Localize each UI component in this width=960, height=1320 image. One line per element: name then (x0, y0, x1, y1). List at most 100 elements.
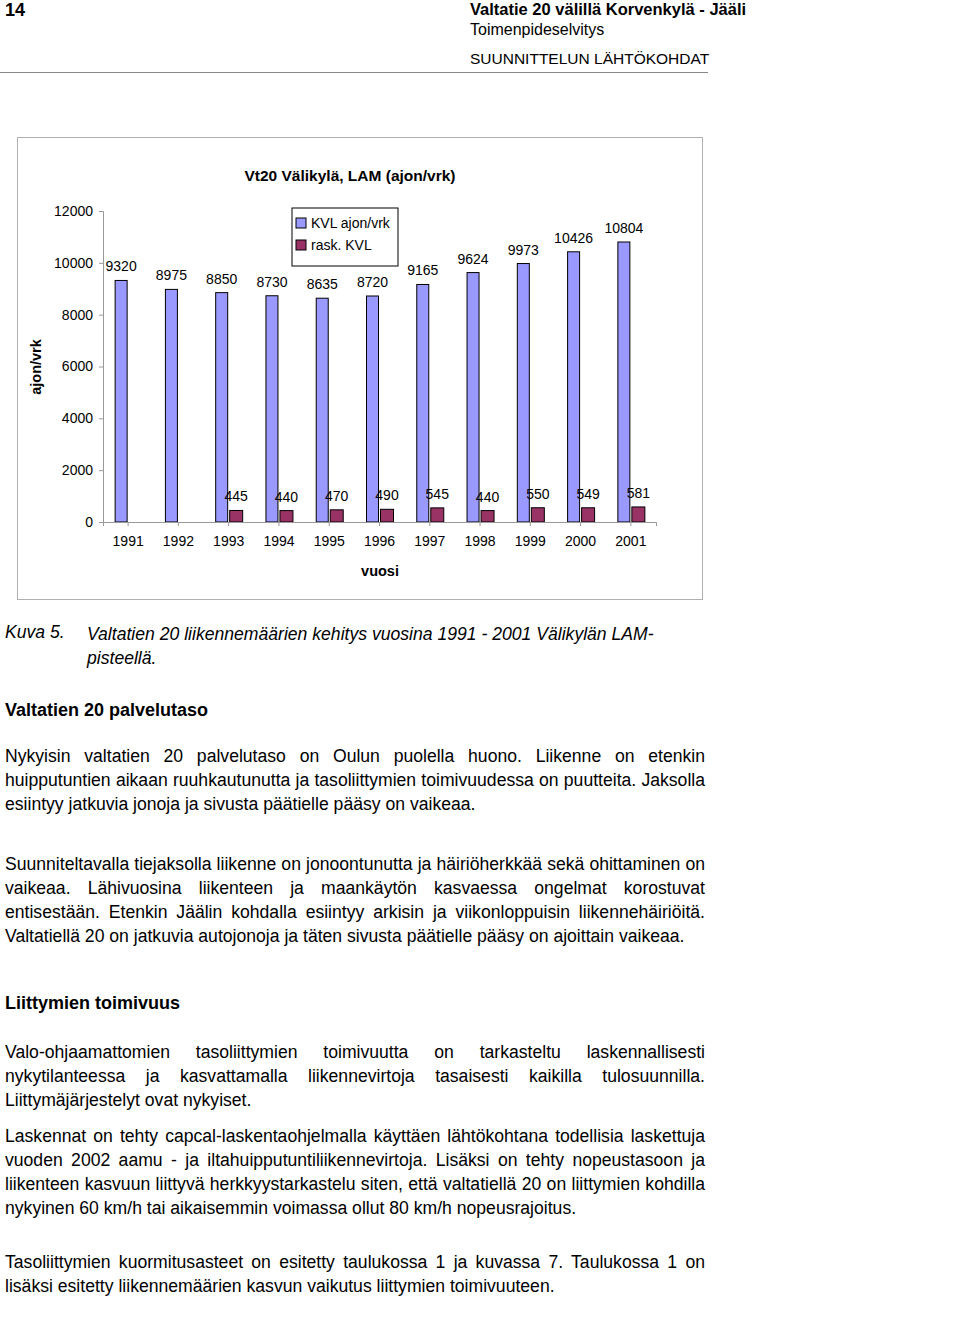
data-label: 440 (476, 489, 500, 505)
x-tick: 1994 (263, 522, 294, 549)
bar (165, 289, 177, 522)
header-rule (0, 72, 708, 73)
bar (582, 508, 595, 522)
tick-label: 2000 (62, 462, 93, 478)
chart-frame (18, 138, 703, 600)
paragraph: Suunniteltavalla tiejaksolla liikenne on… (5, 852, 705, 948)
bar (618, 242, 630, 522)
x-tick: 1998 (464, 522, 495, 549)
y-tick: 6000 (62, 358, 103, 374)
tick-label: 2001 (615, 533, 646, 549)
data-label: 9973 (508, 242, 539, 258)
x-tick: 1995 (314, 522, 345, 549)
tick-mark (99, 418, 103, 419)
bar (330, 510, 343, 522)
tick-label: 1992 (163, 533, 194, 549)
y-axis: 0 2000 4000 6000 8000 10000 12000 (54, 203, 103, 530)
data-label: 549 (576, 486, 600, 502)
legend-swatch (296, 240, 306, 250)
bar (531, 508, 544, 522)
tick-mark (99, 211, 103, 212)
data-label: 9165 (407, 262, 438, 278)
bar (481, 511, 494, 522)
tick-label: 10000 (54, 255, 93, 271)
tick-mark (429, 522, 430, 526)
bar (431, 508, 444, 522)
bar (280, 511, 293, 522)
data-label: 550 (526, 486, 550, 502)
tick-mark (530, 522, 531, 526)
y-axis-title: ajon/vrk (28, 338, 44, 395)
tick-mark (99, 315, 103, 316)
x-tick: 1999 (515, 522, 546, 549)
x-tick: 1991 (113, 522, 144, 549)
x-axis-title: vuosi (361, 563, 399, 579)
data-label: 8720 (357, 274, 388, 290)
tick-mark (99, 367, 103, 368)
tick-mark (228, 522, 229, 526)
section-heading: Valtatien 20 palvelutaso (5, 700, 208, 721)
tick-label: 1998 (464, 533, 495, 549)
caption-text: Valtatien 20 liikennemäärien kehitys vuo… (87, 622, 712, 670)
bar (568, 252, 580, 522)
bars (115, 242, 645, 522)
y-tick: 4000 (62, 410, 103, 426)
bar (632, 507, 645, 522)
data-label: 9624 (457, 251, 488, 267)
data-label: 581 (627, 485, 651, 501)
header-section: SUUNNITTELUN LÄHTÖKOHDAT (470, 50, 709, 68)
page-number: 14 (5, 0, 25, 21)
data-label: 9320 (106, 258, 137, 274)
tick-mark (329, 522, 330, 526)
tick-mark (480, 522, 481, 526)
y-tick: 8000 (62, 307, 103, 323)
legend: KVL ajon/vrkrask. KVL (292, 208, 398, 266)
section-heading: Liittymien toimivuus (5, 993, 180, 1014)
legend-label: rask. KVL (311, 237, 372, 253)
legend-box (292, 208, 398, 266)
y-tick: 12000 (54, 203, 103, 219)
tick-label: 2000 (565, 533, 596, 549)
data-label: 440 (275, 489, 299, 505)
paragraph: Tasoliittymien kuormitusasteet on esitet… (5, 1250, 705, 1298)
y-tick: 0 (85, 514, 103, 530)
x-tick: 2001 (615, 522, 646, 549)
tick-label: 6000 (62, 358, 93, 374)
chart-title: Vt20 Välikylä, LAM (ajon/vrk) (244, 167, 455, 184)
y-tick: 10000 (54, 255, 103, 271)
data-label: 490 (375, 487, 399, 503)
paragraph: Laskennat on tehty capcal-laskentaohjelm… (5, 1124, 705, 1220)
data-label: 470 (325, 488, 349, 504)
tick-mark (99, 263, 103, 264)
tick-label: 1991 (113, 533, 144, 549)
axis-line (104, 523, 657, 527)
data-label: 10804 (604, 220, 643, 236)
paragraph: Nykyisin valtatien 20 palvelutaso on Oul… (5, 744, 705, 816)
x-axis: 1991 1992 1993 1994 1995 1996 1997 1998 1999 2000… (104, 522, 657, 549)
header-subtitle: Toimenpideselvitys (470, 21, 604, 39)
bar (115, 280, 127, 522)
caption-label: Kuva 5. (5, 622, 65, 643)
tick-label: 1996 (364, 533, 395, 549)
bar (230, 510, 243, 522)
data-label: 8850 (206, 271, 237, 287)
x-tick: 1997 (414, 522, 445, 549)
tick-label: 4000 (62, 410, 93, 426)
tick-label: 1995 (314, 533, 345, 549)
x-tick: 1993 (213, 522, 244, 549)
y-tick: 2000 (62, 462, 103, 478)
data-label: 445 (225, 488, 249, 504)
data-label: 8975 (156, 267, 187, 283)
bar (467, 273, 479, 522)
tick-label: 1997 (414, 533, 445, 549)
bar (381, 509, 394, 522)
data-label: 545 (426, 486, 450, 502)
tick-label: 0 (85, 514, 93, 530)
tick-mark (278, 522, 279, 526)
x-tick: 1992 (163, 522, 194, 549)
paragraph: Valo-ohjaamattomien tasoliittymien toimi… (5, 1040, 705, 1112)
legend-swatch (296, 218, 306, 228)
tick-mark (99, 470, 103, 471)
tick-label: 1994 (263, 533, 294, 549)
tick-mark (128, 522, 129, 526)
